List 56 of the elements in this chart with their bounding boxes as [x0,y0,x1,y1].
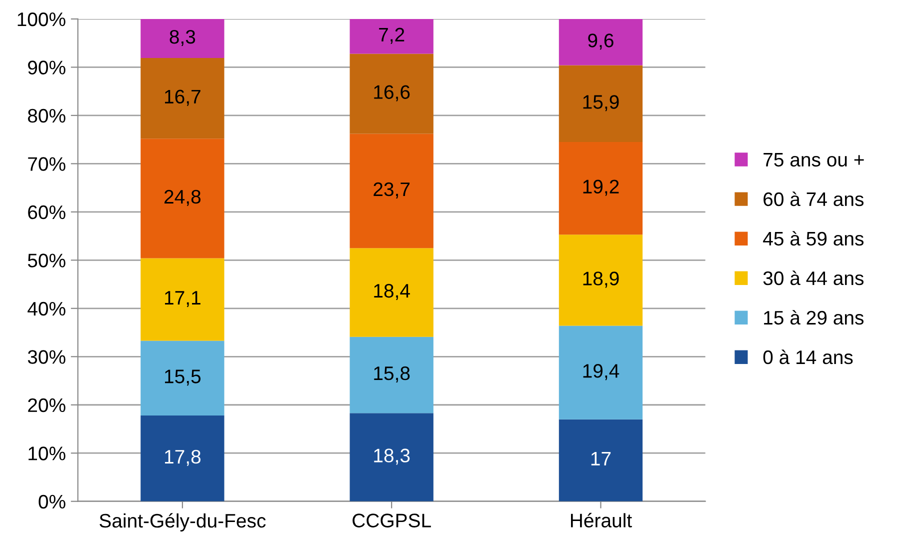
y-tick-label: 30% [28,350,66,364]
bar [558,419,643,502]
data-label: 17 [591,452,611,466]
y-tick-label: 50% [28,254,66,268]
y-tick-label: 60% [28,205,66,220]
bar [558,234,643,326]
y-tick-label: 80% [28,108,66,123]
bar [140,415,224,502]
bar [350,18,434,54]
y-tick-label: 10% [28,446,66,460]
y-tick-label: 70% [28,157,66,171]
y-tick-label: 0% [38,494,66,509]
y-tick-label: 100% [18,12,66,26]
legend-label: 75 ans ou + [764,153,864,167]
x-tick-label: CCGPSL [352,514,431,528]
bar [350,413,434,502]
data-label: 8,3 [170,30,196,46]
bar [140,138,224,258]
data-label: 24,8 [164,190,201,206]
data-label: 15,9 [583,95,619,112]
data-label: 18,3 [374,448,410,465]
data-label: 15,8 [374,366,410,382]
y-tick-label: 90% [28,60,66,74]
bar [558,65,643,142]
data-label: 16,7 [165,90,200,106]
legend-label: 45 à 59 ans [763,231,864,246]
data-label: 18,4 [374,284,410,300]
data-label: 9,6 [588,34,614,50]
bar [350,248,434,337]
data-label: 7,2 [379,28,404,44]
bar [558,18,643,66]
y-tick-label: 20% [28,398,66,412]
bar [350,336,434,414]
data-label: 19,2 [583,180,619,196]
bar [558,326,643,420]
bar [140,340,224,416]
x-tick-label: Hérault [571,512,632,528]
legend-label: 15 à 29 ans [764,310,864,325]
data-label: 17,8 [165,450,201,466]
y-tick-label: 40% [28,302,66,316]
data-label: 16,6 [374,85,410,102]
x-tick-label: Saint-Gély-du-Fesc [100,513,266,532]
data-label: 23,7 [374,182,410,198]
legend-label: 30 à 44 ans [763,270,864,286]
legend-label: 60 à 74 ans [764,192,864,206]
data-label: 18,9 [583,272,619,288]
bar [140,258,224,341]
data-label: 15,5 [165,370,201,386]
data-label: 19,4 [583,364,620,380]
bar [350,54,434,134]
data-label: 17,1 [165,291,200,307]
bar [140,18,224,58]
legend-label: 0 à 14 ans [763,350,853,364]
bar [350,134,434,248]
bar [558,142,643,235]
bar [140,58,224,139]
